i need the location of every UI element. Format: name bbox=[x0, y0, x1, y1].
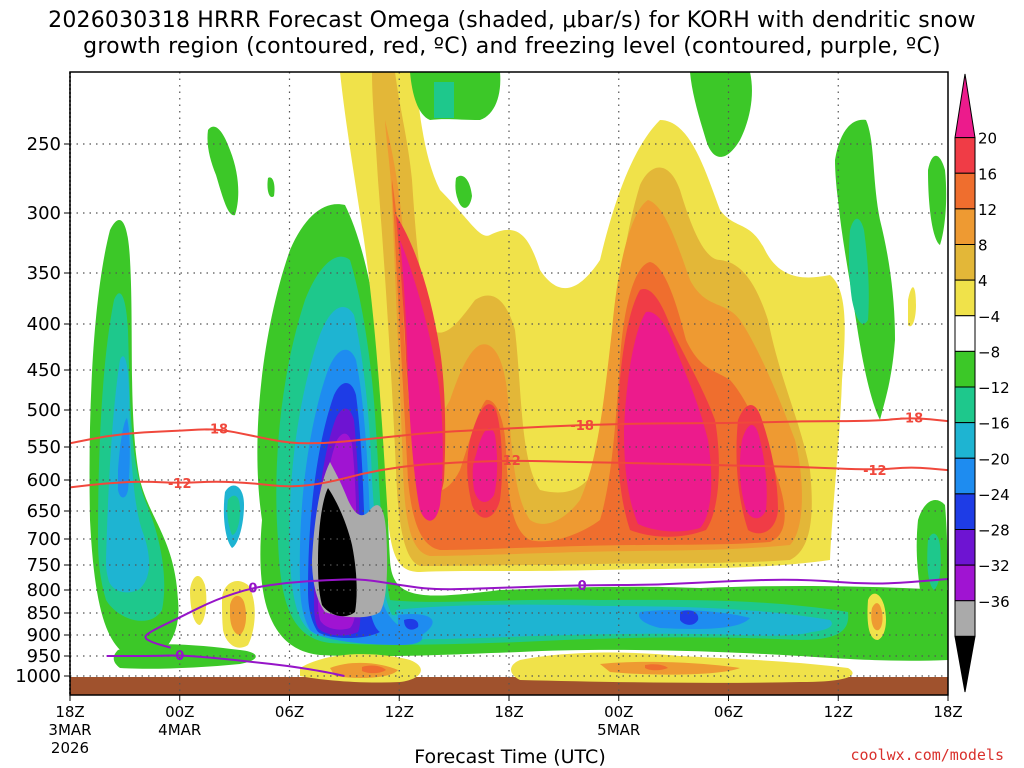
y-tick-label: 800 bbox=[27, 580, 61, 601]
colorbar-label: 8 bbox=[978, 237, 988, 255]
colorbar-swatch-top bbox=[954, 73, 976, 139]
x-tick-label: 06Z bbox=[275, 703, 304, 721]
colorbar-swatch bbox=[954, 244, 976, 281]
x-tick-label: 18Z bbox=[494, 703, 523, 721]
colorbar-label: −16 bbox=[978, 415, 1010, 433]
x-tick-label: 00Z bbox=[165, 703, 194, 721]
omega-minus4-region-top-3 bbox=[207, 126, 472, 216]
omega-minus8-region-top-1 bbox=[434, 82, 454, 118]
x-tick-label: 12Z bbox=[824, 703, 853, 721]
contour-line bbox=[70, 417, 948, 445]
omega-minus16-region-early bbox=[118, 418, 130, 498]
colorbar-label: 16 bbox=[978, 165, 997, 183]
x-tick-label: 18Z bbox=[55, 703, 84, 721]
x-tick-label: 00Z bbox=[604, 703, 633, 721]
x-axis-title: Forecast Time (UTC) bbox=[414, 746, 606, 768]
y-tick-label: 400 bbox=[27, 314, 61, 335]
contour-label: -12 bbox=[168, 477, 192, 492]
omega-minus4-region-top-right bbox=[835, 119, 947, 420]
y-tick-label: 850 bbox=[27, 603, 61, 624]
omega-minus8-region-right-low bbox=[927, 533, 941, 590]
contour-label: 0 bbox=[248, 582, 257, 597]
colorbar-label: 4 bbox=[978, 272, 988, 290]
x-tick-sublabel: 5MAR bbox=[597, 721, 640, 739]
colorbar: 20 16 12 8 4 −4 −8 −12 −16 −20 −24 −28 −32 −36 bbox=[954, 73, 1010, 693]
y-tick-label: 900 bbox=[27, 625, 61, 646]
colorbar-swatch bbox=[954, 279, 976, 317]
omega-plus24-region-main bbox=[400, 240, 767, 532]
y-tick-label: 750 bbox=[27, 555, 61, 576]
y-tick-label: 250 bbox=[27, 134, 61, 155]
omega-minus16-band-low bbox=[398, 610, 750, 638]
colorbar-label: −4 bbox=[978, 308, 1000, 326]
omega-minus8-region-early2 bbox=[227, 495, 240, 535]
omega-shading bbox=[70, 72, 948, 695]
colorbar-swatch bbox=[954, 208, 976, 245]
y-tick-label: 350 bbox=[27, 263, 61, 284]
contour-line bbox=[106, 654, 345, 677]
x-tick-sublabel: 2026 bbox=[51, 739, 89, 757]
y-tick-label: 950 bbox=[27, 646, 61, 667]
omega-minus8-region-top-right bbox=[848, 218, 869, 324]
colorbar-swatch bbox=[954, 493, 976, 530]
contour-label: -18 bbox=[205, 423, 229, 438]
y-tick-label: 600 bbox=[27, 470, 61, 491]
colorbar-label: −8 bbox=[978, 343, 1000, 361]
omega-minus36-region-left bbox=[318, 488, 357, 617]
omega-plus8-region-early bbox=[230, 595, 247, 635]
colorbar-swatch-bottom bbox=[954, 635, 976, 693]
contour-label: -12 bbox=[497, 454, 521, 469]
colorbar-swatch bbox=[954, 457, 976, 495]
omega-plus4-region-surface bbox=[300, 652, 853, 683]
omega-minus4-region-top-2 bbox=[690, 72, 752, 157]
chart-title-line-2: growth region (contoured, red, ºC) and f… bbox=[83, 34, 941, 59]
contour-label: -18 bbox=[570, 419, 594, 434]
colorbar-label: −24 bbox=[978, 486, 1010, 504]
colorbar-swatch bbox=[954, 564, 976, 602]
colorbar-label: −12 bbox=[978, 379, 1010, 397]
colorbar-swatch bbox=[954, 386, 976, 424]
credit-text: coolwx.com/models bbox=[850, 746, 1004, 764]
colorbar-label: −28 bbox=[978, 522, 1010, 540]
y-tick-label: 550 bbox=[27, 437, 61, 458]
contour-label: 0 bbox=[175, 649, 184, 664]
colorbar-label: 12 bbox=[978, 201, 997, 219]
colorbar-label: −36 bbox=[978, 593, 1010, 611]
colorbar-label: −32 bbox=[978, 557, 1010, 575]
colorbar-swatch bbox=[954, 350, 976, 388]
x-tick-sublabel: 3MAR bbox=[48, 721, 91, 739]
contour-label: -12 bbox=[863, 464, 887, 479]
colorbar-swatch bbox=[954, 172, 976, 210]
y-tick-label: 700 bbox=[27, 529, 61, 550]
contour-line bbox=[70, 459, 948, 489]
omega-minus4-region-top-1 bbox=[410, 72, 501, 120]
contour-line bbox=[144, 578, 948, 649]
colorbar-label: −20 bbox=[978, 450, 1010, 468]
x-tick-label: 18Z bbox=[933, 703, 962, 721]
omega-plus8-region-surface bbox=[330, 661, 740, 678]
y-tick-label: 1000 bbox=[15, 666, 61, 687]
y-tick-label: 450 bbox=[27, 360, 61, 381]
x-tick-label: 06Z bbox=[714, 703, 743, 721]
y-tick-label: 500 bbox=[27, 400, 61, 421]
y-tick-label: 300 bbox=[27, 203, 61, 224]
y-axis: 2503003504004505005506006507007508008509… bbox=[15, 134, 70, 687]
x-tick-sublabel: 4MAR bbox=[158, 721, 201, 739]
omega-plus4-region-right bbox=[867, 287, 916, 640]
colorbar-swatch bbox=[954, 422, 976, 459]
x-tick-label: 12Z bbox=[385, 703, 414, 721]
omega-plus8-region-right bbox=[871, 603, 883, 631]
contour-label: -18 bbox=[900, 411, 924, 426]
chart-title-line-1: 2026030318 HRRR Forecast Omega (shaded, … bbox=[48, 8, 976, 33]
y-tick-label: 650 bbox=[27, 501, 61, 522]
colorbar-label: 20 bbox=[978, 130, 997, 148]
colorbar-swatch bbox=[954, 600, 976, 637]
contour-label: 0 bbox=[578, 579, 587, 594]
colorbar-swatch bbox=[954, 315, 976, 352]
colorbar-swatch bbox=[954, 137, 976, 174]
contour-lines: -18 -18 -18 -12 -12 -12 0 0 0 bbox=[70, 411, 948, 677]
colorbar-swatch bbox=[954, 529, 976, 566]
